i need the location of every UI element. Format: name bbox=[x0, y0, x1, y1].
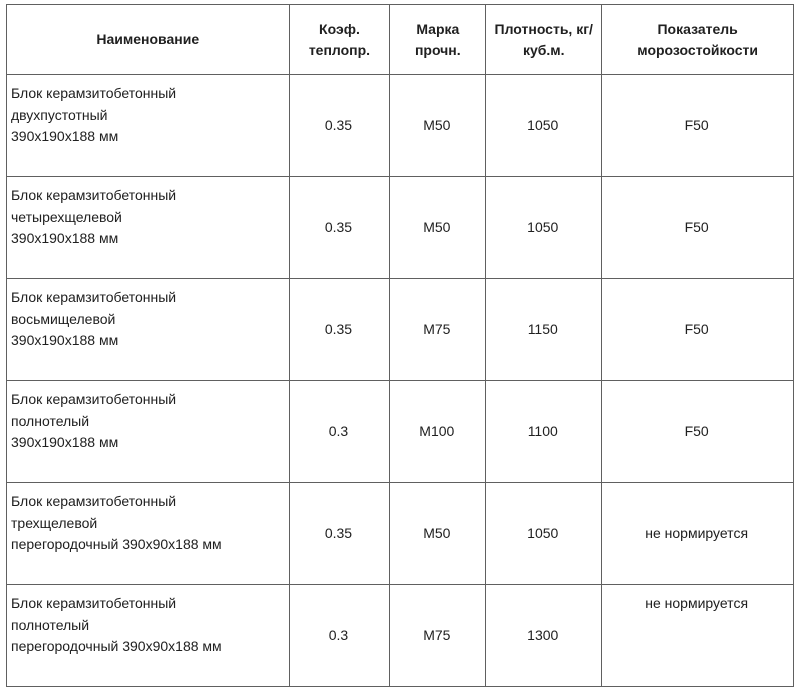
col-header-mark: Марка прочн. bbox=[390, 5, 486, 75]
cell-coef: 0.3 bbox=[289, 381, 390, 483]
cell-name: Блок керамзитобетонныйполнотелый390х190х… bbox=[7, 381, 290, 483]
table-row: Блок керамзитобетонныйдвухпустотный390х1… bbox=[7, 75, 794, 177]
cell-density: 1050 bbox=[486, 75, 602, 177]
cell-mark: M50 bbox=[390, 75, 486, 177]
cell-mark: M75 bbox=[390, 279, 486, 381]
table-row: Блок керамзитобетонныйтрехщелевойперегор… bbox=[7, 483, 794, 585]
cell-mark: M50 bbox=[390, 177, 486, 279]
cell-coef: 0.3 bbox=[289, 585, 390, 687]
cell-name: Блок керамзитобетонныйполнотелыйперегоро… bbox=[7, 585, 290, 687]
cell-mark: M100 bbox=[390, 381, 486, 483]
cell-frost: не нормируется bbox=[602, 483, 794, 585]
cell-frost: F50 bbox=[602, 177, 794, 279]
col-header-frost: Показатель морозостойкости bbox=[602, 5, 794, 75]
col-header-coef: Коэф. теплопр. bbox=[289, 5, 390, 75]
materials-table: Наименование Коэф. теплопр. Марка прочн.… bbox=[6, 4, 794, 687]
cell-name: Блок керамзитобетонныйтрехщелевойперегор… bbox=[7, 483, 290, 585]
cell-name: Блок керамзитобетонныйчетырехщелевой390х… bbox=[7, 177, 290, 279]
col-header-name: Наименование bbox=[7, 5, 290, 75]
table-row: Блок керамзитобетонныйчетырехщелевой390х… bbox=[7, 177, 794, 279]
cell-name: Блок керамзитобетонныйдвухпустотный390х1… bbox=[7, 75, 290, 177]
cell-density: 1150 bbox=[486, 279, 602, 381]
cell-frost: F50 bbox=[602, 75, 794, 177]
cell-frost: F50 bbox=[602, 381, 794, 483]
col-header-density: Плотность, кг/куб.м. bbox=[486, 5, 602, 75]
table-header-row: Наименование Коэф. теплопр. Марка прочн.… bbox=[7, 5, 794, 75]
cell-name: Блок керамзитобетонныйвосьмищелевой390х1… bbox=[7, 279, 290, 381]
cell-coef: 0.35 bbox=[289, 279, 390, 381]
cell-density: 1300 bbox=[486, 585, 602, 687]
table-row: Блок керамзитобетонныйвосьмищелевой390х1… bbox=[7, 279, 794, 381]
cell-coef: 0.35 bbox=[289, 177, 390, 279]
cell-mark: M75 bbox=[390, 585, 486, 687]
cell-density: 1100 bbox=[486, 381, 602, 483]
cell-frost: не нормируется bbox=[602, 585, 794, 687]
cell-density: 1050 bbox=[486, 483, 602, 585]
cell-frost: F50 bbox=[602, 279, 794, 381]
cell-coef: 0.35 bbox=[289, 75, 390, 177]
cell-coef: 0.35 bbox=[289, 483, 390, 585]
cell-mark: M50 bbox=[390, 483, 486, 585]
table-row: Блок керамзитобетонныйполнотелый390х190х… bbox=[7, 381, 794, 483]
cell-density: 1050 bbox=[486, 177, 602, 279]
table-row: Блок керамзитобетонныйполнотелыйперегоро… bbox=[7, 585, 794, 687]
